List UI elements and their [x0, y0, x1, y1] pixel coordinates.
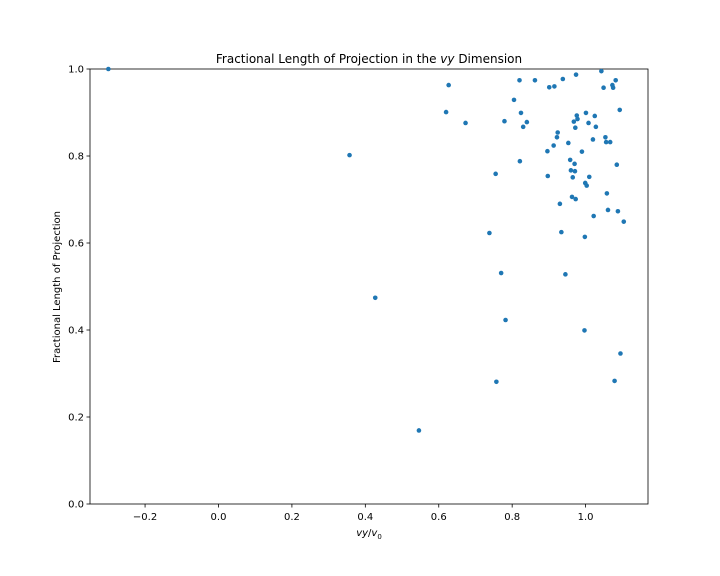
data-point — [416, 428, 422, 433]
data-point — [567, 157, 573, 163]
data-point — [599, 68, 604, 74]
x-axis-label-denominator: v — [371, 528, 378, 539]
data-point — [572, 161, 577, 167]
data-point — [487, 230, 492, 236]
data-point — [106, 66, 111, 72]
data-point — [582, 328, 587, 333]
data-point — [551, 143, 556, 148]
data-point — [618, 351, 623, 356]
x-axis-label: vy/v0 — [356, 528, 382, 541]
x-tick-label: 0.0 — [211, 512, 227, 523]
y-tick-label: 0.2 — [68, 413, 84, 424]
data-point — [552, 84, 557, 89]
data-point — [612, 378, 617, 384]
data-point — [579, 149, 585, 154]
data-point — [347, 152, 352, 158]
data-point — [566, 140, 571, 146]
data-point — [621, 219, 627, 224]
data-point — [570, 175, 576, 180]
data-point — [546, 84, 552, 90]
data-point — [603, 139, 609, 145]
data-point — [591, 213, 596, 219]
data-point — [545, 148, 550, 154]
plot-area: −0.2 0.0 0.2 0.4 0.6 0.8 1.0 0.0 0.2 0.4 0.6 0.8 1.0 — [68, 65, 649, 523]
data-point — [493, 171, 498, 177]
data-point — [615, 208, 621, 214]
y-tick-label: 0.8 — [68, 152, 84, 163]
data-point — [617, 107, 623, 113]
data-point — [586, 120, 591, 126]
data-point — [563, 272, 568, 277]
y-tick-label: 0.4 — [68, 326, 84, 337]
data-point — [463, 120, 468, 126]
data-point — [574, 113, 580, 118]
data-point — [518, 110, 524, 116]
data-point — [517, 158, 523, 164]
data-point — [446, 82, 451, 88]
data-point — [443, 109, 449, 115]
data-point — [592, 113, 598, 119]
data-point — [559, 229, 564, 235]
data-point — [583, 110, 589, 116]
data-point — [613, 78, 618, 83]
data-point — [560, 76, 566, 82]
data-point — [502, 118, 507, 124]
y-tick-label: 1.0 — [68, 65, 84, 76]
data-point — [575, 116, 580, 122]
data-point — [610, 85, 616, 91]
chart-title-text: Fractional Length of Projection in the — [216, 52, 440, 66]
x-tick-label: 0.8 — [504, 512, 520, 523]
data-point — [573, 196, 578, 202]
data-point — [590, 137, 596, 142]
y-tick-label: 0.0 — [68, 500, 84, 511]
data-point — [503, 317, 508, 323]
y-axis-label: Fractional Length of Projection — [52, 211, 63, 363]
data-point — [511, 97, 517, 103]
x-tick-label: 0.4 — [357, 512, 373, 523]
data-point — [614, 162, 620, 167]
data-point — [573, 125, 578, 131]
data-point — [584, 183, 589, 188]
data-point — [607, 139, 613, 145]
x-tick-label: 0.6 — [431, 512, 447, 523]
x-tick-label: 1.0 — [578, 512, 594, 523]
data-point — [586, 174, 592, 180]
data-point — [372, 295, 378, 301]
data-point — [582, 234, 588, 240]
x-axis-label-separator: / — [368, 528, 372, 539]
data-point — [572, 168, 578, 174]
data-point — [603, 134, 608, 140]
data-point — [573, 72, 579, 77]
data-point — [532, 78, 538, 83]
data-point — [604, 191, 610, 196]
data-point — [593, 124, 599, 130]
plot-frame — [89, 68, 649, 505]
x-axis-label-numerator: vy — [356, 528, 369, 539]
data-point — [568, 168, 574, 173]
x-tick-label: 0.2 — [284, 512, 300, 523]
chart-title: Fractional Length of Projection in the v… — [216, 52, 522, 66]
data-point — [517, 78, 522, 83]
x-tick-label: −0.2 — [133, 512, 157, 523]
x-axis-label-subscript: 0 — [377, 533, 381, 541]
y-tick-label: 0.6 — [68, 239, 84, 250]
data-point — [545, 173, 551, 179]
data-point — [520, 124, 526, 130]
chart-title-suffix: Dimension — [455, 52, 523, 66]
chart-title-variable: vy — [440, 52, 455, 66]
data-point — [557, 201, 563, 207]
data-point — [498, 270, 504, 276]
data-point — [571, 119, 577, 124]
data-point — [555, 130, 560, 135]
data-point — [605, 207, 611, 213]
data-point — [524, 119, 530, 125]
data-point — [494, 379, 499, 385]
data-point — [569, 194, 575, 200]
data-point — [554, 134, 560, 140]
data-point — [601, 85, 606, 91]
